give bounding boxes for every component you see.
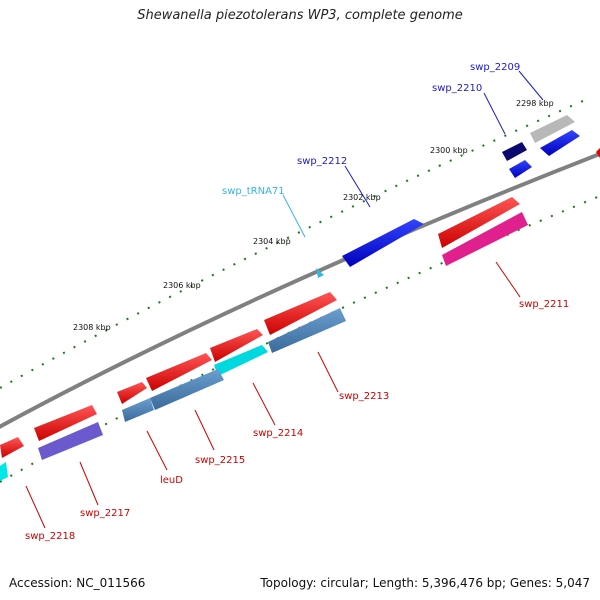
gene-label[interactable]: swp_2215 [195,455,245,466]
page-title: Shewanella piezotolerans WP3, complete g… [137,8,463,23]
gene-arrow[interactable] [342,219,424,267]
gene-arrow[interactable] [214,345,268,376]
gene-labels: swp_2209 swp_2210 swp_2212 swp_tRNA71 sw… [25,62,569,542]
gene-label[interactable]: swp_tRNA71 [222,186,285,197]
kbp-label: 2302 kbp [343,193,381,202]
accession-text: Accession: NC_011566 [9,576,146,590]
kbp-label: 2298 kbp [516,99,554,108]
reverse-genes [0,197,528,481]
gene-arrow[interactable] [268,308,346,353]
gene-arrow[interactable] [596,148,600,158]
gene-arrow[interactable] [122,398,154,422]
gene-label[interactable]: swp_2209 [470,62,520,73]
gene-label[interactable]: swp_2218 [25,531,75,542]
kbp-label: 2300 kbp [430,146,468,155]
forward-tick-track [0,99,586,389]
gene-arrow[interactable] [210,329,263,362]
gene-arrow[interactable] [38,422,103,460]
gene-label[interactable]: leuD [160,475,183,486]
kbp-label: 2308 kbp [73,323,111,332]
genome-backbone [0,151,600,429]
gene-label[interactable]: swp_2210 [432,83,482,94]
gene-arrow[interactable] [316,268,324,278]
gene-arrow[interactable] [509,160,532,178]
kbp-label: 2306 kbp [163,281,201,290]
topology-text: Topology: circular; Length: 5,396,476 bp… [260,576,590,590]
gene-arrow[interactable] [146,353,212,391]
gene-arrow[interactable] [438,197,520,248]
gene-arrow[interactable] [442,212,528,266]
gene-arrow[interactable] [540,130,580,156]
gene-arrow[interactable] [0,462,8,481]
gene-arrow[interactable] [117,382,147,404]
gene-label[interactable]: swp_2211 [519,299,569,310]
kbp-labels: 2298 kbp 2300 kbp 2302 kbp 2304 kbp 2306… [73,99,554,332]
gene-arrow[interactable] [264,292,337,335]
leader-lines [25,70,544,529]
gene-arrow[interactable] [34,405,97,441]
gene-label[interactable]: swp_2213 [339,391,389,402]
gene-label[interactable]: swp_2212 [297,156,347,167]
gene-arrow[interactable] [502,142,527,161]
gene-arrow[interactable] [530,115,575,143]
gene-arrow[interactable] [0,437,24,458]
forward-genes [0,115,600,458]
gene-label[interactable]: swp_2217 [80,508,130,519]
gene-label[interactable]: swp_2214 [253,428,303,439]
kbp-label: 2304 kbp [253,237,291,246]
gene-arrow[interactable] [150,369,224,410]
